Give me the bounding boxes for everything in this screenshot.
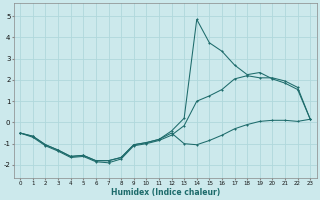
- X-axis label: Humidex (Indice chaleur): Humidex (Indice chaleur): [111, 188, 220, 197]
